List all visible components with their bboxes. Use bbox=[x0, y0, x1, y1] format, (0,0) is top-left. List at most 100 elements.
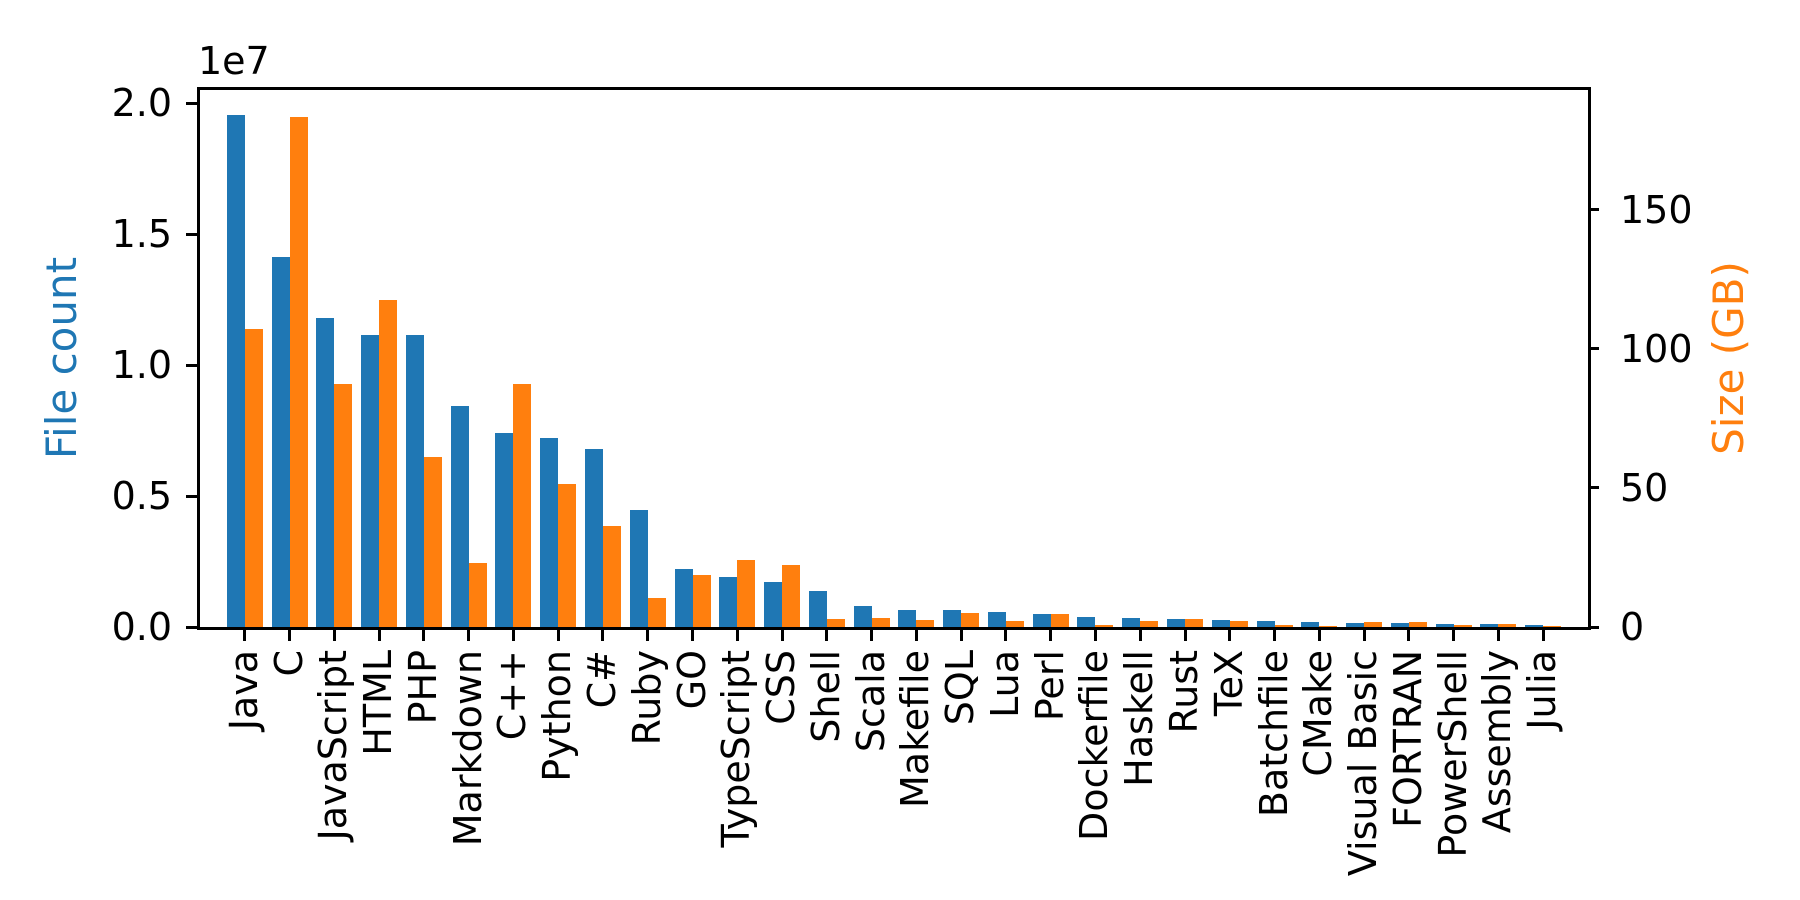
left-y-tick bbox=[186, 232, 197, 236]
right-y-tick bbox=[1588, 486, 1599, 490]
bar-size-css bbox=[782, 564, 801, 627]
x-tick bbox=[601, 630, 605, 641]
right-y-tick-label: 100 bbox=[1620, 326, 1693, 371]
bar-size-scala bbox=[871, 617, 890, 627]
left-y-tick-label: 1.5 bbox=[111, 212, 172, 257]
bar-file-count-makefile bbox=[898, 609, 917, 627]
bar-size-lua bbox=[1005, 620, 1024, 627]
bar-file-count-assembly bbox=[1480, 624, 1499, 627]
bar-size-c bbox=[289, 116, 308, 627]
bar-file-count-typescript bbox=[719, 576, 738, 627]
bar-file-count-powershell bbox=[1435, 623, 1454, 627]
left-y-tick-label: 1.0 bbox=[111, 343, 172, 388]
right-y-tick-label: 0 bbox=[1620, 605, 1645, 649]
bar-file-count-visual-basic bbox=[1346, 622, 1365, 627]
bar-size-powershell bbox=[1453, 625, 1472, 627]
x-tick-label-markdown: Markdown bbox=[445, 650, 490, 847]
right-y-tick bbox=[1588, 625, 1599, 629]
bar-size-julia bbox=[1543, 626, 1562, 627]
bar-file-count-java bbox=[226, 114, 245, 627]
right-y-tick bbox=[1588, 347, 1599, 351]
bar-size-javascript bbox=[334, 383, 353, 627]
bar-file-count-rust bbox=[1167, 618, 1186, 627]
bar-size-shell bbox=[826, 618, 845, 627]
x-tick bbox=[691, 630, 695, 641]
x-tick-label-haskell: Haskell bbox=[1117, 650, 1162, 787]
x-tick bbox=[735, 630, 739, 641]
bar-file-count-css bbox=[764, 582, 783, 627]
x-tick-label-html: HTML bbox=[356, 650, 401, 756]
x-tick-label-c: C# bbox=[580, 650, 625, 709]
x-tick bbox=[646, 630, 650, 641]
x-tick bbox=[1452, 630, 1456, 641]
bar-size-perl bbox=[1050, 613, 1069, 627]
bar-file-count-cmake bbox=[1301, 622, 1320, 627]
x-tick-label-php: PHP bbox=[400, 650, 445, 725]
left-y-tick-label: 0.5 bbox=[111, 474, 172, 519]
bar-file-count-julia bbox=[1525, 624, 1544, 627]
x-tick bbox=[780, 630, 784, 641]
x-tick-label-css: CSS bbox=[759, 650, 804, 725]
x-tick bbox=[288, 630, 292, 641]
x-tick bbox=[1183, 630, 1187, 641]
bar-file-count-c bbox=[271, 256, 290, 627]
x-tick-label-shell: Shell bbox=[803, 650, 848, 743]
x-tick-label-sql: SQL bbox=[938, 650, 983, 726]
bar-file-count-haskell bbox=[1122, 618, 1141, 627]
x-tick bbox=[1273, 630, 1277, 641]
right-y-tick bbox=[1588, 208, 1599, 212]
left-y-tick-label: 0.0 bbox=[111, 605, 172, 649]
x-tick-label-batchfile: Batchfile bbox=[1251, 650, 1296, 818]
x-tick bbox=[1407, 630, 1411, 641]
x-tick bbox=[959, 630, 963, 641]
bar-file-count-go bbox=[674, 568, 693, 627]
x-tick bbox=[870, 630, 874, 641]
bar-file-count-batchfile bbox=[1256, 620, 1275, 627]
left-y-tick bbox=[186, 363, 197, 367]
x-tick-label-perl: Perl bbox=[1027, 650, 1072, 722]
bar-file-count-tex bbox=[1211, 619, 1230, 627]
x-tick-label-typescript: TypeScript bbox=[714, 650, 759, 848]
bar-file-count-perl bbox=[1032, 613, 1051, 627]
x-tick bbox=[914, 630, 918, 641]
bar-size-tex bbox=[1229, 620, 1248, 627]
x-tick bbox=[1228, 630, 1232, 641]
right-axis-title: Size (GB) bbox=[1704, 261, 1753, 455]
x-tick bbox=[1138, 630, 1142, 641]
bar-file-count-c bbox=[495, 433, 514, 627]
bar-file-count-sql bbox=[943, 609, 962, 627]
x-tick-label-java: Java bbox=[221, 650, 266, 731]
bar-size-html bbox=[379, 300, 398, 627]
bar-size-fortran bbox=[1408, 621, 1427, 627]
left-y-tick bbox=[186, 494, 197, 498]
x-tick bbox=[511, 630, 515, 641]
x-tick bbox=[422, 630, 426, 641]
right-y-tick-label: 50 bbox=[1620, 465, 1669, 510]
bar-size-dockerfile bbox=[1095, 625, 1114, 627]
bar-file-count-javascript bbox=[316, 317, 335, 627]
x-tick bbox=[243, 630, 247, 641]
left-axis-title: File count bbox=[37, 256, 86, 460]
x-tick-label-dockerfile: Dockerfile bbox=[1072, 650, 1117, 841]
bar-size-haskell bbox=[1140, 620, 1159, 627]
x-tick-label-julia: Julia bbox=[1520, 650, 1565, 730]
bar-file-count-ruby bbox=[629, 510, 648, 627]
x-tick-label-python: Python bbox=[535, 650, 580, 782]
x-tick-label-powershell: PowerShell bbox=[1430, 650, 1475, 858]
x-tick-label-rust: Rust bbox=[1162, 650, 1207, 734]
bar-file-count-php bbox=[405, 334, 424, 627]
bar-size-go bbox=[692, 574, 711, 627]
bar-size-makefile bbox=[916, 619, 935, 627]
bar-size-python bbox=[558, 484, 577, 627]
x-tick bbox=[1093, 630, 1097, 641]
x-tick-label-tex: TeX bbox=[1206, 650, 1251, 717]
x-tick bbox=[825, 630, 829, 641]
x-tick-label-c: C bbox=[266, 650, 311, 677]
bar-file-count-python bbox=[540, 438, 559, 627]
bar-size-sql bbox=[961, 612, 980, 627]
bar-size-php bbox=[423, 457, 442, 627]
x-tick-label-go: GO bbox=[669, 650, 714, 710]
bar-size-batchfile bbox=[1274, 624, 1293, 627]
bar-file-count-scala bbox=[853, 606, 872, 627]
